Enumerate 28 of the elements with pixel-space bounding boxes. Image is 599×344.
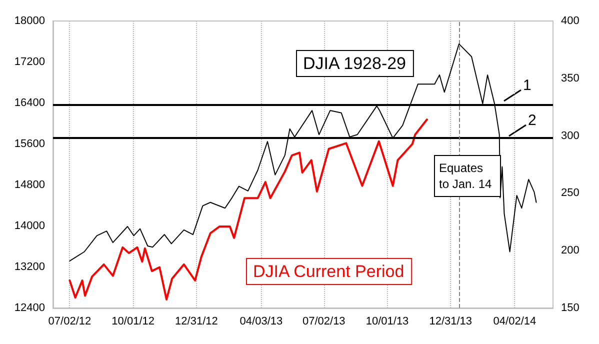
x-tick-label: 04/02/14	[493, 316, 536, 328]
x-tick-label: 10/01/13	[366, 316, 409, 328]
x-tick-label: 07/02/13	[302, 316, 346, 328]
y-tick-label: 18000	[14, 15, 45, 27]
annotation: 2	[528, 112, 536, 129]
y-tick-label: 16400	[14, 97, 45, 109]
y-tick-label: 17200	[14, 56, 45, 68]
y2-tick-label: 400	[561, 15, 580, 27]
y-tick-label: 15600	[14, 138, 45, 150]
line-series	[68, 118, 428, 300]
y2-tick-label: 300	[561, 130, 580, 142]
y-tick-label: 14800	[14, 179, 45, 191]
y2-tick-label: 350	[561, 72, 580, 84]
series-label: DJIA 1928-29	[303, 54, 406, 73]
y-tick-label: 12400	[14, 302, 45, 314]
x-tick-label: 12/31/13	[429, 316, 472, 328]
y2-tick-label: 250	[561, 187, 580, 200]
y-tick-label: 13200	[14, 261, 45, 273]
ref-line-label: Equates to Jan. 14	[438, 161, 492, 191]
x-tick-label: 07/02/12	[48, 316, 92, 328]
x-tick-label: 12/31/12	[175, 316, 218, 328]
annotation: 1	[523, 77, 532, 94]
x-tick-label: 04/03/13	[240, 316, 283, 328]
y2-tick-label: 200	[561, 244, 580, 257]
y2-tick-label: 150	[561, 302, 580, 314]
x-tick-label: 10/01/12	[112, 316, 154, 328]
series-label: DJIA Current Period	[253, 262, 404, 281]
y-tick-label: 14000	[14, 220, 45, 232]
